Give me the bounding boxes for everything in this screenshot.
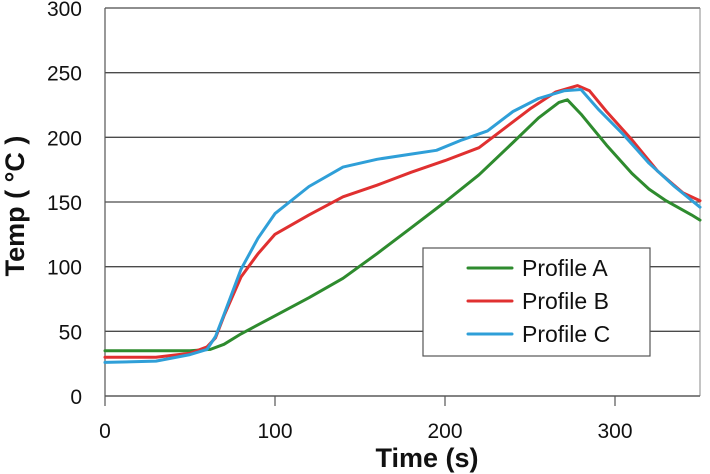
grid-layer	[105, 7, 700, 397]
legend-label-3: Profile C	[522, 321, 610, 347]
x-tick-label-200: 200	[427, 420, 462, 443]
legend-label-1: Profile A	[522, 255, 608, 281]
legend-label-2: Profile B	[522, 288, 609, 314]
series-line-profile-c	[103, 88, 702, 364]
y-tick-label-300: 300	[47, 0, 82, 21]
y-tick-label-200: 200	[47, 127, 82, 150]
x-tick-label-100: 100	[257, 420, 292, 443]
legend-box	[422, 247, 651, 357]
legend: Profile A Profile B Profile C	[422, 247, 651, 357]
x-tick-label-300: 300	[597, 420, 632, 443]
y-axis-title: Temp ( °C )	[0, 136, 30, 277]
y-tick-label-250: 250	[47, 63, 82, 86]
x-tick-label-0: 0	[99, 420, 111, 443]
axis-layer: 0 50 100 150 200 250 300 0 100 200 300	[47, 0, 701, 443]
y-tick-label-50: 50	[59, 321, 82, 344]
x-axis-title: Time (s)	[375, 443, 478, 473]
series-line-profile-a	[103, 98, 702, 353]
y-tick-label-0: 0	[70, 386, 82, 409]
y-tick-label-150: 150	[47, 192, 82, 215]
y-tick-label-100: 100	[47, 257, 82, 280]
series-layer	[103, 84, 702, 364]
